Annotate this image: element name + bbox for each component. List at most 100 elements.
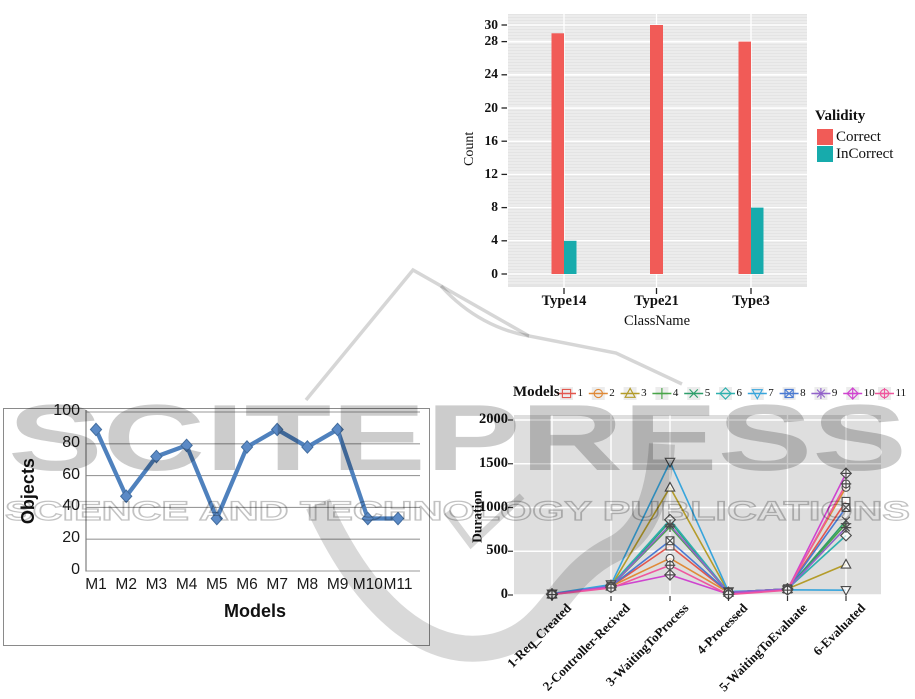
duration-legend-number: 10 (863, 387, 875, 399)
marker-x (689, 388, 699, 399)
objects-marker-diamond (180, 438, 193, 453)
bar-incorrect-Type14 (564, 240, 577, 274)
classname-axis-label: ClassName (623, 313, 691, 329)
objects-ytick-label: 20 (62, 529, 80, 547)
marker-circle-plus (878, 387, 891, 400)
legend-label-incorrect: InCorrect (836, 146, 894, 162)
objects-marker-diamond (270, 422, 284, 437)
marker-square-x (665, 536, 675, 546)
marker-circle (593, 388, 603, 399)
objects-category-label: M6 (236, 576, 258, 593)
objects-ytick-label: 40 (62, 497, 80, 515)
marker-circle-plus (782, 584, 793, 596)
marker-diamond (839, 529, 853, 542)
legend-label-correct: Correct (836, 129, 881, 145)
duration-series-line-7 (551, 461, 847, 595)
duration-legend-number: 7 (768, 387, 774, 399)
objects-category-label: M7 (266, 576, 288, 593)
objects-marker-diamond (361, 511, 375, 526)
duration-legend-number: 5 (704, 387, 711, 399)
objects-marker-diamond (301, 440, 314, 454)
objects-category-label: M10 (352, 576, 383, 593)
bar-ytick-label: 28 (484, 33, 499, 49)
marker-diamond (719, 387, 732, 400)
marker-plus (656, 387, 668, 400)
objects-category-label: M9 (326, 576, 349, 593)
marker-circle (665, 553, 675, 563)
bar-ytick-label: 16 (484, 132, 499, 148)
objects-category-label: M4 (175, 576, 198, 593)
marker-square-x (841, 503, 851, 512)
marker-x (841, 516, 851, 525)
bar-ytick-label: 0 (491, 265, 498, 281)
duration-series-line-11 (551, 483, 847, 596)
marker-square (561, 388, 572, 399)
marker-asterisk (840, 522, 852, 533)
marker-circle-plus (605, 582, 617, 594)
marker-circle-plus (546, 589, 558, 600)
marker-asterisk (815, 387, 827, 400)
bar-correct-Type21 (650, 25, 663, 274)
marker-diamond-plus (663, 568, 677, 581)
objects-marker-diamond (331, 422, 344, 437)
duration-ytick-label: 1500 (479, 454, 508, 471)
objects-ytick-label: 0 (71, 561, 80, 578)
duration-legend-number: 11 (895, 387, 907, 399)
duration-ytick-label: 2000 (479, 411, 508, 427)
marker-triangle-down (840, 585, 852, 597)
objects-category-label: M8 (296, 576, 319, 593)
bar-incorrect-Type3 (751, 207, 764, 274)
bar-correct-Type14 (551, 33, 564, 274)
objects-category-label: M3 (145, 576, 168, 593)
marker-triangle-down (664, 457, 676, 469)
objects-category-label: M1 (85, 576, 107, 593)
objects-marker-diamond (119, 489, 133, 504)
bar-correct-Type3 (738, 41, 751, 274)
objects-marker-diamond (150, 449, 163, 464)
objects-marker-diamond (240, 440, 254, 454)
marker-diamond-plus (846, 387, 860, 400)
objects-marker-diamond (210, 511, 224, 526)
duration-legend-number: 8 (800, 387, 806, 399)
duration-axis-label: Duration (469, 490, 485, 543)
marker-triangle-down (751, 389, 764, 400)
bar-ytick-label: 12 (484, 165, 499, 181)
marker-circle-plus (723, 589, 734, 600)
bar-ytick-label: 4 (491, 232, 498, 248)
objects-chart-frame (3, 408, 430, 646)
objects-category-label: M2 (115, 576, 137, 593)
objects-marker-diamond (89, 422, 103, 437)
duration-legend-number: 3 (641, 387, 647, 399)
bar-category-label: Type3 (732, 293, 770, 309)
objects-marker-diamond (391, 511, 405, 526)
marker-square-x (784, 388, 794, 399)
duration-legend-number: 2 (609, 387, 615, 399)
legend-swatch-correct (817, 129, 833, 145)
duration-legend-number: 6 (736, 387, 743, 399)
duration-legend-title: Models (513, 384, 560, 400)
objects-category-label: M11 (383, 576, 413, 593)
marker-circle-plus (840, 478, 852, 490)
objects-ytick-label: 100 (53, 402, 80, 419)
bar-category-label: Type14 (541, 293, 587, 309)
duration-legend-number: 4 (672, 387, 679, 399)
bar-ytick-label: 24 (484, 66, 499, 82)
bar-ytick-label: 8 (491, 199, 498, 215)
validity-legend-title: Validity (815, 108, 866, 124)
objects-ytick-label: 60 (62, 465, 80, 483)
duration-ytick-label: 500 (486, 542, 508, 559)
bar-category-label: Type21 (634, 293, 679, 309)
bar-ytick-label: 30 (484, 16, 499, 32)
marker-triangle-up (624, 387, 637, 398)
objects-ytick-label: 80 (62, 433, 80, 451)
marker-diamond-plus (839, 467, 853, 480)
duration-legend-number: 1 (577, 387, 584, 399)
marker-triangle-up (664, 481, 676, 492)
bar-ytick-label: 20 (484, 99, 499, 115)
objects-category-label: M5 (206, 576, 228, 593)
duration-ytick-label: 0 (500, 586, 508, 602)
marker-circle-plus (664, 559, 676, 571)
marker-asterisk (664, 519, 676, 531)
